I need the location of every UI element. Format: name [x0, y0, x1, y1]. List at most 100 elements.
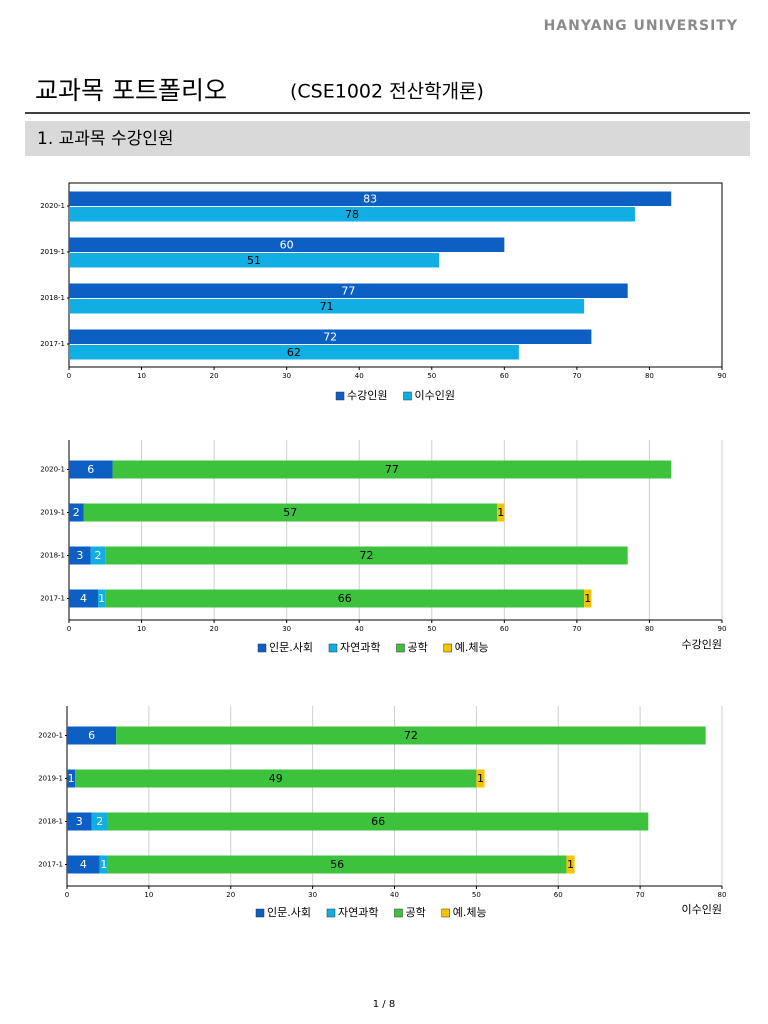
- value-label: 1: [98, 592, 105, 605]
- x-tick-label: 0: [67, 372, 71, 380]
- legend: 수강인원 이수인원: [335, 389, 455, 402]
- y-tick-label: 2017-1: [40, 595, 65, 603]
- legend: 인문.사회 자연과학 공학 예.체능: [257, 641, 489, 654]
- x-tick-label: 80: [645, 625, 654, 633]
- bar: [105, 589, 585, 608]
- x-tick-label: 80: [718, 891, 727, 899]
- x-tick-label: 50: [427, 625, 436, 633]
- legend-swatch: [403, 391, 412, 401]
- legend-swatch: [443, 643, 452, 653]
- x-tick-label: 50: [472, 891, 481, 899]
- bar: [69, 191, 672, 206]
- value-label: 60: [280, 238, 294, 251]
- x-tick-label: 0: [65, 891, 69, 899]
- legend-swatch: [328, 643, 338, 653]
- bar: [75, 769, 477, 788]
- bar: [99, 855, 108, 874]
- x-tick-label: 10: [137, 372, 146, 380]
- bar: [116, 726, 706, 745]
- value-label: 1: [567, 858, 574, 871]
- x-tick-label: 60: [554, 891, 563, 899]
- value-label: 4: [80, 858, 87, 871]
- x-tick-label: 80: [645, 372, 654, 380]
- bar: [91, 812, 108, 831]
- y-tick-label: 2020-1: [40, 466, 65, 474]
- x-tick-label: 20: [210, 372, 219, 380]
- bar: [584, 589, 592, 608]
- value-label: 78: [345, 208, 359, 221]
- legend-swatch: [441, 908, 450, 918]
- x-tick-label: 90: [718, 372, 727, 380]
- legend-label: 자연과학: [340, 641, 380, 654]
- value-label: 1: [477, 772, 484, 785]
- x-tick-label: 70: [572, 625, 581, 633]
- value-label: 6: [87, 463, 94, 476]
- legend-swatch: [257, 643, 267, 653]
- bar: [69, 503, 84, 522]
- bar: [67, 769, 76, 788]
- x-tick-label: 30: [282, 625, 291, 633]
- legend-swatch: [255, 908, 265, 918]
- legend-label: 이수인원: [415, 389, 455, 402]
- bar: [497, 503, 505, 522]
- bar: [67, 855, 100, 874]
- bar: [107, 855, 567, 874]
- value-label: 2: [96, 815, 103, 828]
- value-label: 71: [320, 300, 334, 313]
- bar: [69, 207, 635, 222]
- y-tick-label: 2018-1: [38, 818, 63, 826]
- legend-label: 공학: [407, 641, 427, 654]
- bar: [112, 460, 672, 479]
- x-tick-label: 90: [718, 625, 727, 633]
- y-tick-label: 2018-1: [40, 294, 65, 302]
- value-label: 1: [100, 858, 107, 871]
- x-tick-label: 60: [500, 372, 509, 380]
- bar: [90, 546, 106, 565]
- legend-label: 자연과학: [338, 906, 378, 919]
- value-label: 77: [385, 463, 399, 476]
- page-number: 1 / 8: [373, 999, 395, 1010]
- legend-label: 공학: [405, 906, 425, 919]
- value-label: 66: [371, 815, 385, 828]
- bar: [69, 329, 592, 344]
- bar: [67, 726, 117, 745]
- value-label: 72: [323, 330, 337, 343]
- brand: HANYANG UNIVERSITY: [544, 18, 738, 34]
- x-tick-label: 20: [210, 625, 219, 633]
- x-tick-label: 0: [67, 625, 71, 633]
- x-tick-label: 30: [282, 372, 291, 380]
- bar: [476, 769, 485, 788]
- page-title: 교과목 포트폴리오: [35, 76, 227, 105]
- value-label: 1: [497, 506, 504, 519]
- value-label: 1: [584, 592, 591, 605]
- y-tick-label: 2019-1: [40, 509, 65, 517]
- bar: [107, 812, 649, 831]
- value-label: 3: [76, 815, 83, 828]
- legend: 인문.사회 자연과학 공학 예.체능: [255, 906, 487, 919]
- plot-frame: [68, 182, 723, 368]
- value-label: 72: [404, 729, 418, 742]
- bar: [69, 546, 91, 565]
- section-bar: [25, 121, 750, 156]
- bar: [98, 589, 106, 608]
- value-label: 66: [338, 592, 352, 605]
- y-tick-label: 2019-1: [38, 775, 63, 783]
- x-tick-label: 10: [144, 891, 153, 899]
- x-tick-label: 50: [427, 372, 436, 380]
- x-tick-label: 40: [355, 625, 364, 633]
- bar: [67, 812, 92, 831]
- value-label: 3: [76, 549, 83, 562]
- bar: [69, 460, 113, 479]
- bar: [69, 283, 628, 298]
- bar: [566, 855, 575, 874]
- value-label: 2: [73, 506, 80, 519]
- y-tick-label: 2020-1: [40, 202, 65, 210]
- bar: [105, 546, 628, 565]
- x-tick-label: 40: [390, 891, 399, 899]
- value-label: 56: [330, 858, 344, 871]
- bar: [69, 299, 585, 314]
- value-label: 2: [95, 549, 102, 562]
- course-code: (CSE1002 전산학개론): [290, 81, 484, 103]
- x-tick-label: 30: [308, 891, 317, 899]
